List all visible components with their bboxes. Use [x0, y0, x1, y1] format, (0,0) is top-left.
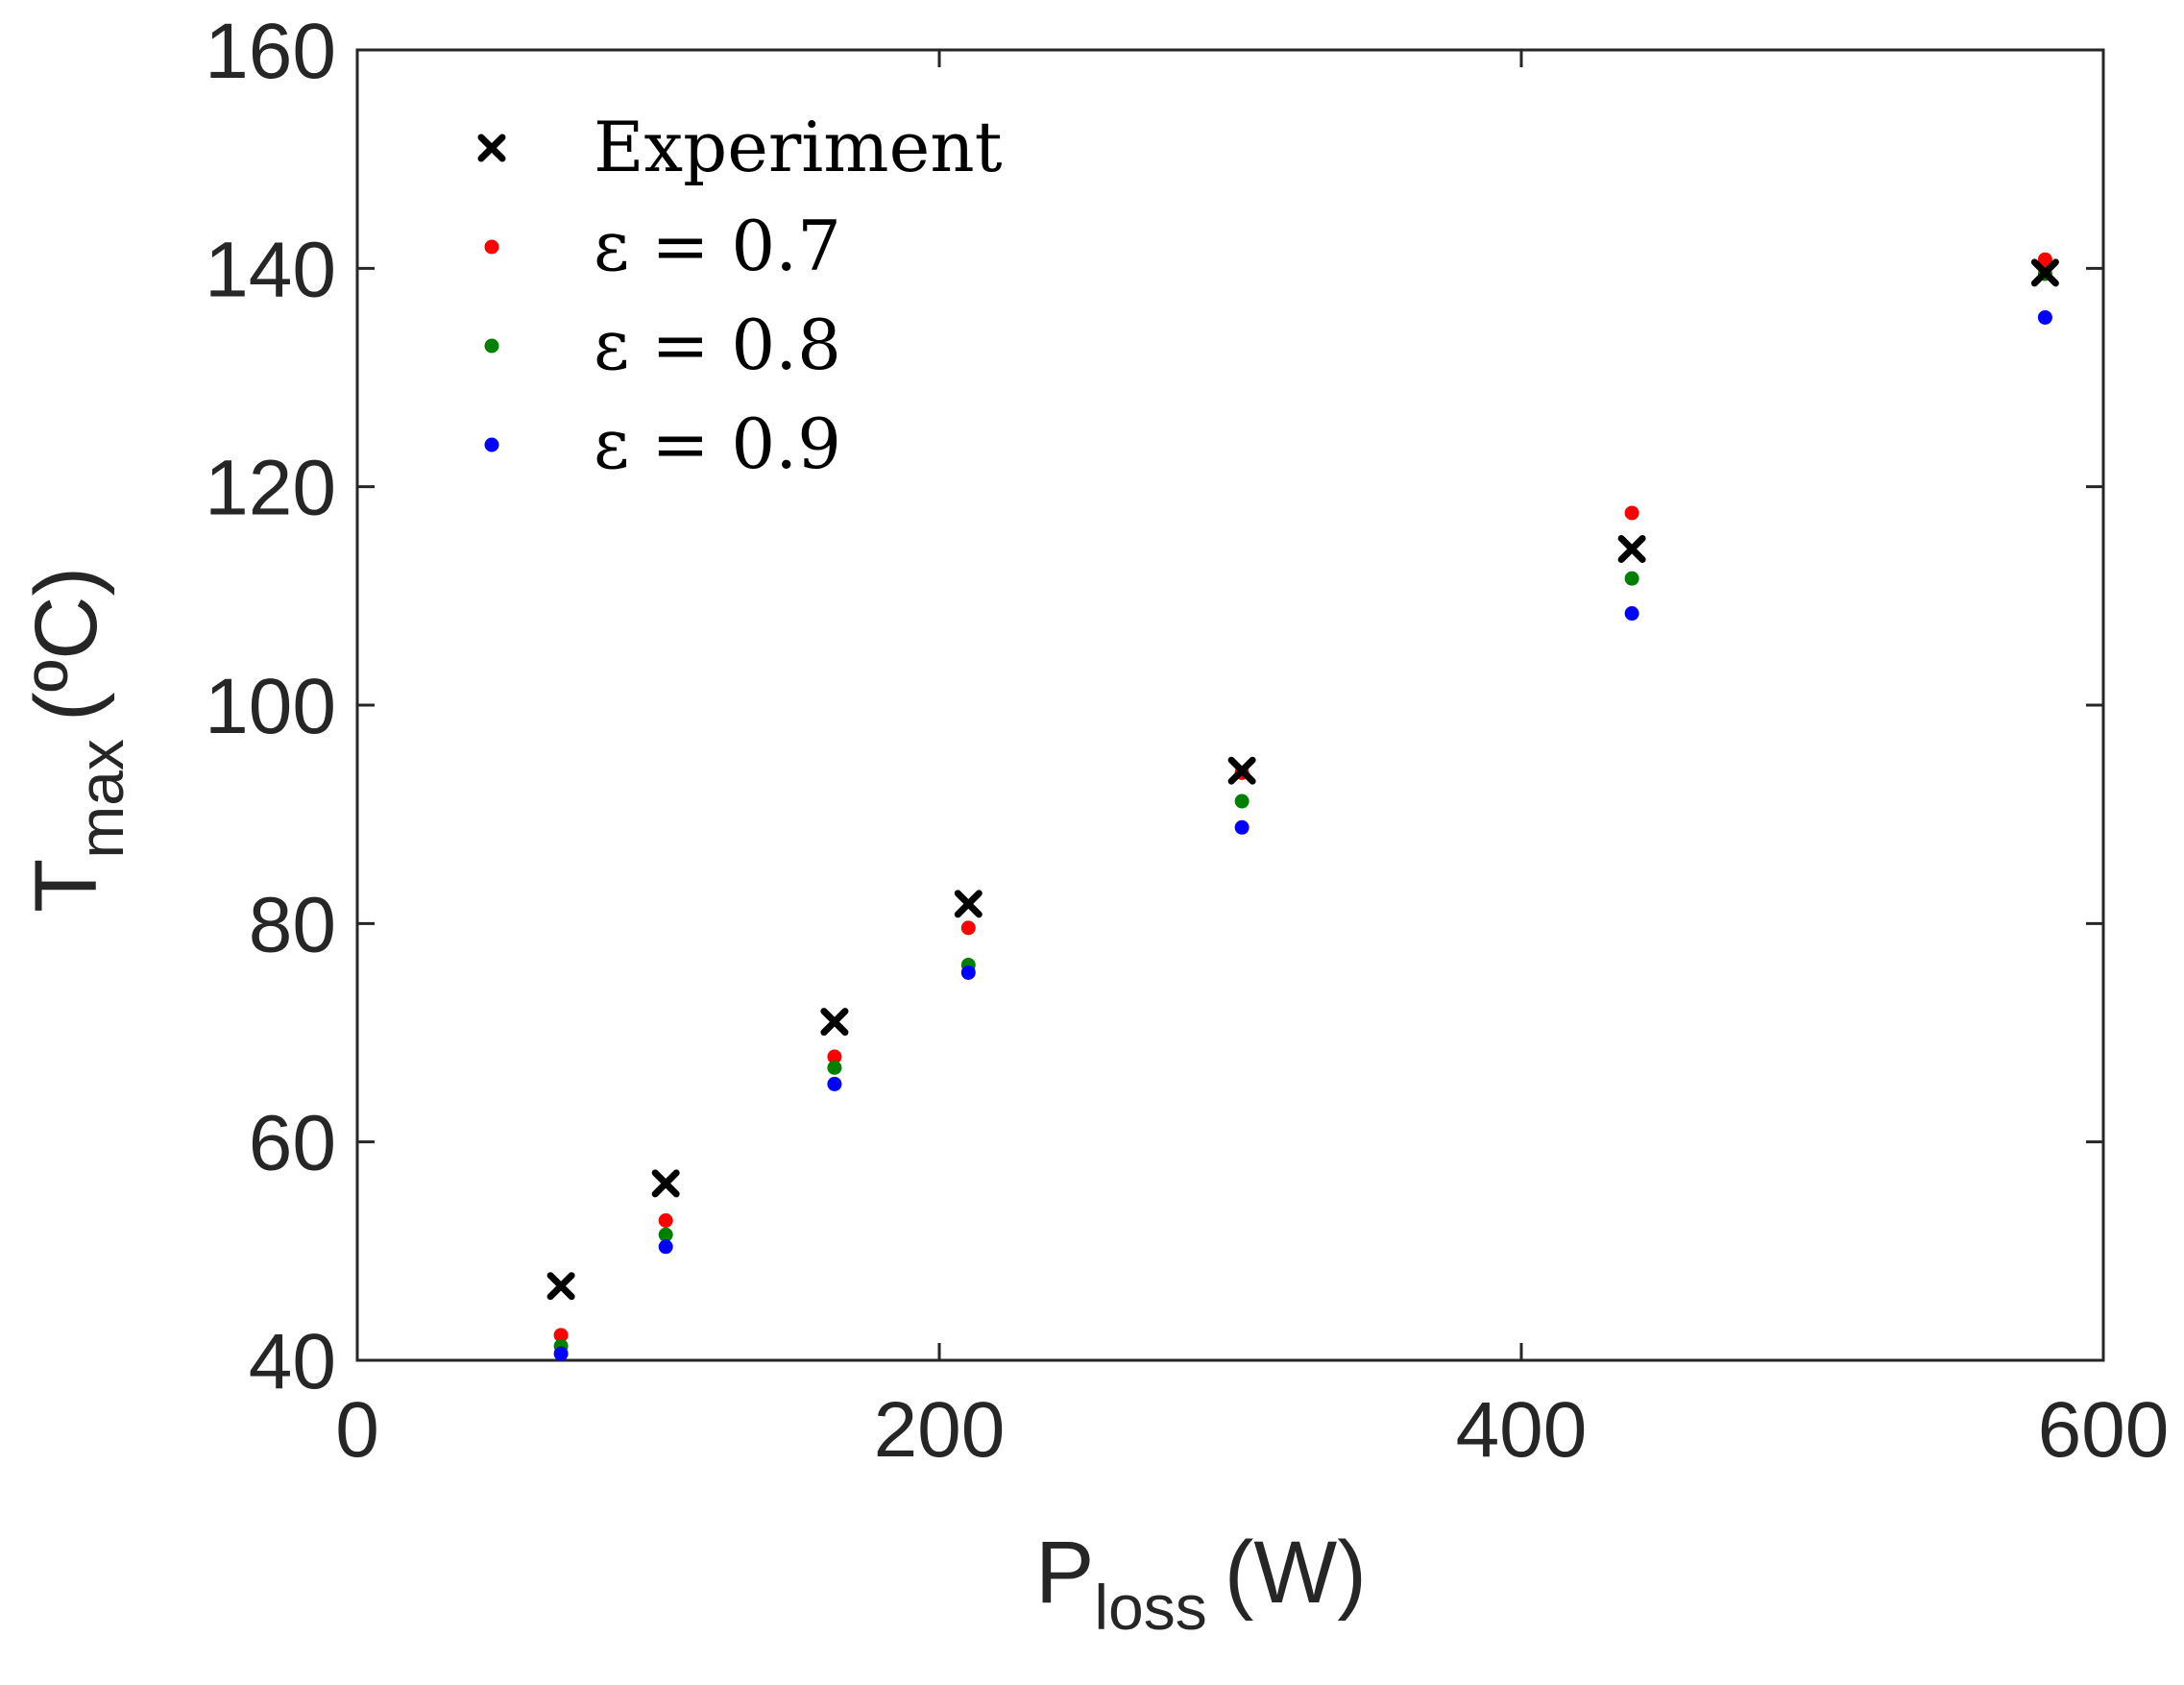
x-tick-label: 600 — [2038, 1386, 2170, 1474]
legend-label-epsilon-09: ε = 0.9 — [594, 403, 841, 484]
y-tick-label: 60 — [249, 1100, 336, 1187]
x-tick-label: 400 — [1456, 1386, 1588, 1474]
x-tick-label: 200 — [874, 1386, 1006, 1474]
y-axis-title-sub: max — [65, 739, 136, 859]
data-point-epsilon-07 — [960, 920, 976, 936]
data-point-epsilon-08 — [1234, 794, 1250, 809]
y-tick-label: 120 — [205, 445, 336, 532]
x-axis: 0 200 400 600 — [335, 50, 2169, 1474]
data-point-experiment — [546, 1272, 575, 1301]
data-point-epsilon-09 — [960, 965, 976, 980]
x-axis-title-sub: loss — [1094, 1572, 1206, 1643]
data-point-epsilon-07 — [827, 1049, 842, 1064]
data-point-epsilon-09 — [827, 1076, 842, 1091]
data-point-epsilon-08 — [827, 1060, 842, 1075]
data-point-epsilon-09 — [1234, 819, 1250, 835]
data-point-experiment — [1617, 534, 1646, 563]
data-point-epsilon-07 — [658, 1213, 673, 1229]
data-point-epsilon-08 — [658, 1227, 673, 1242]
y-tick-label: 160 — [205, 8, 336, 95]
data-point-experiment — [651, 1169, 680, 1198]
legend-marker-epsilon-08 — [484, 338, 499, 354]
x-tick-label: 0 — [335, 1386, 379, 1474]
y-axis-title-main: T — [17, 859, 115, 913]
data-point-epsilon-09 — [2037, 309, 2052, 325]
x-axis-title-unit: (W) — [1225, 1524, 1367, 1622]
data-point-epsilon-09 — [1624, 606, 1639, 622]
legend-label-epsilon-08: ε = 0.8 — [594, 305, 841, 385]
legend-marker-epsilon-09 — [484, 437, 499, 452]
legend: Experiment ε = 0.7 ε = 0.8 ε = 0.9 — [477, 107, 1003, 484]
data-point-epsilon-07 — [2037, 252, 2052, 267]
x-axis-title: Ploss (W) — [1035, 1524, 1367, 1643]
legend-marker-epsilon-07 — [484, 239, 499, 255]
x-axis-title-main: P — [1035, 1524, 1094, 1622]
y-tick-label: 140 — [205, 226, 336, 313]
data-point-epsilon-07 — [553, 1328, 569, 1343]
y-axis-title-unit: (ºC) — [17, 567, 115, 721]
data-point-epsilon-09 — [658, 1239, 673, 1255]
data-point-experiment — [820, 1008, 849, 1037]
y-tick-label: 80 — [249, 881, 336, 968]
data-point-epsilon-08 — [1624, 571, 1639, 586]
data-point-experiment — [1227, 756, 1256, 785]
y-tick-label: 100 — [205, 663, 336, 750]
legend-marker-experiment — [477, 134, 506, 162]
plot-area — [355, 48, 2105, 1362]
legend-label-epsilon-07: ε = 0.7 — [594, 206, 841, 286]
data-points — [546, 252, 2059, 1361]
y-axis: 40 60 80 100 120 140 160 — [205, 8, 2103, 1405]
data-point-epsilon-09 — [553, 1346, 569, 1361]
y-tick-label: 40 — [249, 1318, 336, 1405]
y-axis-title: Tmax (ºC) — [17, 567, 136, 913]
data-point-epsilon-07 — [1624, 505, 1639, 521]
data-point-experiment — [954, 890, 983, 918]
data-point-experiment — [2030, 258, 2059, 287]
legend-label-experiment: Experiment — [594, 107, 1003, 187]
